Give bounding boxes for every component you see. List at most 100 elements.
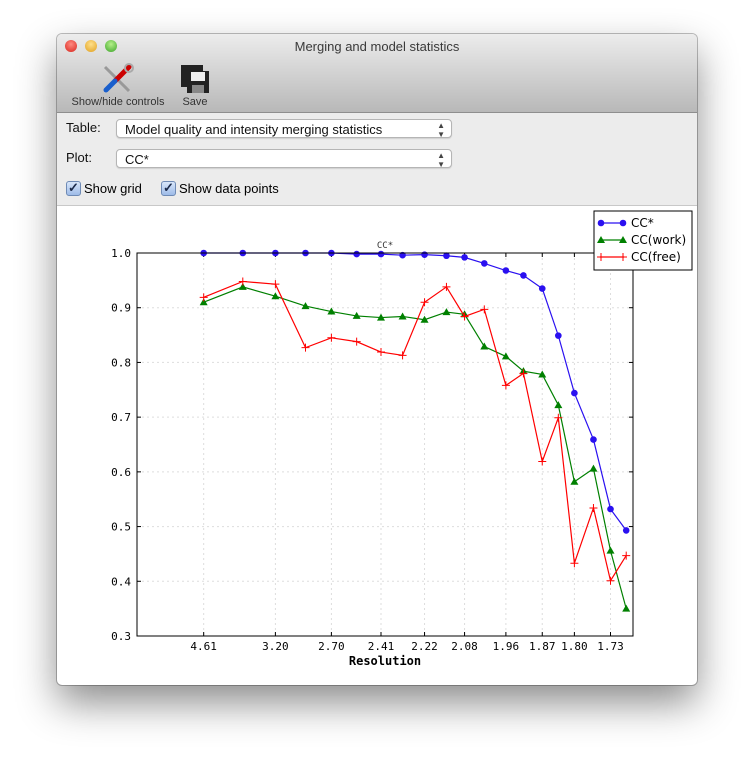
data-point-cc-work [480,342,489,350]
close-button[interactable] [65,40,77,52]
data-point-cc-work [327,307,336,315]
y-tick-label: 0.9 [111,302,131,315]
data-point-cc [461,254,468,261]
table-label: Table: [66,120,101,135]
x-tick-label: 4.61 [190,640,217,653]
zoom-button[interactable] [105,40,117,52]
legend-label-cc-free: CC(free) [631,250,681,264]
x-tick-label: 2.70 [318,640,345,653]
data-point-cc-free [398,351,407,360]
data-point-cc-free [538,457,547,466]
data-point-cc-work [538,370,547,378]
plot-select-value: CC* [125,152,149,167]
data-point-cc [622,527,630,534]
data-point-cc [377,250,385,258]
title-toolbar: Merging and model statistics Show/hide c… [57,34,697,113]
legend-marker-cc [597,219,605,227]
data-point-cc-work [352,311,361,319]
legend-label-cc-work: CC(work) [631,233,686,247]
save-button[interactable]: Save [175,62,215,108]
stepper-arrows-icon: ▲ ▼ [437,121,445,139]
data-point-cc-free [460,312,469,321]
data-point-cc-work [501,352,510,360]
data-point-cc-free [238,277,247,286]
x-tick-label: 3.20 [262,640,289,653]
y-tick-label: 0.8 [111,356,131,369]
data-point-cc-work [622,604,631,612]
show-grid-checkbox[interactable]: ✓ Show grid [66,181,142,196]
plot-label: Plot: [66,150,93,165]
y-tick-label: 0.6 [111,466,131,479]
data-point-cc-free [327,333,336,342]
stepper-arrows-icon: ▲ ▼ [437,151,445,169]
show-hide-label: Show/hide controls [71,96,165,108]
x-tick-label: 1.87 [529,640,556,653]
show-data-points-checkbox[interactable]: ✓ Show data points [161,181,279,196]
series-line-cc-work [203,286,627,609]
x-tick-label: 1.73 [597,640,624,653]
data-point-cc-free [271,280,280,289]
data-point-cc-work [376,313,385,321]
table-select[interactable]: Model quality and intensity merging stat… [116,119,452,139]
legend-marker-cc-free [619,253,627,261]
data-point-cc-free [376,348,385,357]
plot-frame [136,252,634,637]
y-tick-label: 0.4 [111,575,131,588]
checkmark-icon: ✓ [66,181,81,196]
data-point-cc [399,251,406,259]
plot-select[interactable]: CC* ▲ ▼ [116,149,452,169]
data-point-cc-free [589,503,598,512]
data-point-cc-work [589,464,598,472]
app-window: Merging and model statistics Show/hide c… [57,34,697,685]
data-point-cc [590,436,597,443]
data-point-cc [520,272,527,279]
data-point-cc [607,505,614,513]
data-point-cc-work [238,282,247,290]
window-title: Merging and model statistics [294,39,460,54]
data-point-cc-work [606,546,615,554]
data-point-cc-free [442,282,451,291]
chart: 0.3 0.4 0.5 0.6 0.7 0.8 0.9 1.0 4.61 3.20 2.70 2.41… [111,210,693,668]
data-point-cc-free [606,576,615,585]
data-point-cc-free [420,298,429,307]
table-select-value: Model quality and intensity merging stat… [125,122,383,137]
data-point-cc-work [420,315,429,323]
data-point-cc [502,267,510,274]
x-tick-label: 2.08 [451,640,478,653]
y-tick-label: 0.7 [111,411,131,424]
minimize-button[interactable] [85,40,97,52]
data-point-cc [555,332,562,339]
legend-marker-cc-work [597,236,605,243]
y-tick-label: 0.5 [111,521,131,534]
x-tick-label: 1.80 [561,640,588,653]
legend-marker-cc [619,219,627,227]
data-point-cc-work [570,477,579,485]
data-point-cc-work [398,312,407,320]
y-tick-label: 1.0 [111,247,131,260]
chart-title: CC* [377,241,393,251]
floppy-disk-icon [175,62,215,96]
x-tick-label: 1.96 [493,640,520,653]
data-point-cc [443,252,450,260]
data-point-cc-work [442,308,451,316]
tools-icon [65,62,171,96]
x-axis-label: Resolution [349,654,421,668]
data-point-cc-work [199,298,208,306]
data-point-cc-free [554,413,563,422]
data-point-cc-work [301,302,310,310]
legend-marker-cc-work [619,236,627,243]
series-line-cc [203,252,627,531]
data-point-cc-free [301,343,310,352]
data-point-cc [353,250,360,258]
data-point-cc-free [352,337,361,346]
x-tick-label: 2.22 [411,640,438,653]
show-hide-controls-button[interactable]: Show/hide controls [65,62,171,108]
data-point-cc-work [271,292,280,300]
y-tick-label: 0.3 [111,630,131,643]
data-point-cc-work [554,401,563,409]
data-point-cc-free [199,293,208,302]
checkmark-icon: ✓ [161,181,176,196]
save-label: Save [182,96,208,108]
data-point-cc [571,389,578,397]
show-grid-label: Show grid [84,181,142,196]
